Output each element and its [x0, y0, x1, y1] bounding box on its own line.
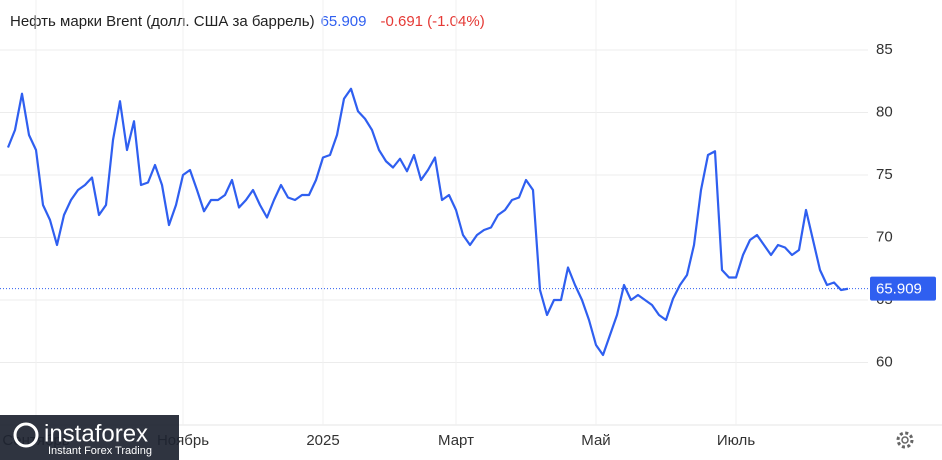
x-tick-label: 2025 — [306, 432, 339, 449]
y-tick-label: 60 — [876, 353, 893, 370]
watermark-logo — [13, 422, 39, 448]
watermark-box — [0, 415, 179, 460]
last-value: 65.909 — [321, 13, 367, 30]
chart-title: Нефть марки Brent (долл. США за баррель) — [10, 13, 315, 30]
y-tick-label: 85 — [876, 41, 893, 58]
y-tick-label: 80 — [876, 103, 893, 120]
last-value-tag-label: 65.909 — [876, 281, 922, 298]
change: -0.691 (-1.04%) — [380, 13, 484, 30]
settings-icon[interactable] — [896, 431, 914, 449]
watermark-tagline: Instant Forex Trading — [48, 445, 152, 457]
price-line — [6, 87, 849, 357]
y-tick-label: 75 — [876, 166, 893, 183]
y-tick-label: 70 — [876, 228, 893, 245]
plot: 606570758085СентябрьНоябрь2025МартМайИюл… — [0, 0, 936, 449]
last-value-tag — [870, 276, 936, 301]
x-tick-label: Май — [581, 432, 610, 449]
x-tick-label: Июль — [717, 432, 755, 449]
watermark-brand: instaforex — [44, 420, 148, 447]
x-tick-label: Март — [438, 432, 474, 449]
